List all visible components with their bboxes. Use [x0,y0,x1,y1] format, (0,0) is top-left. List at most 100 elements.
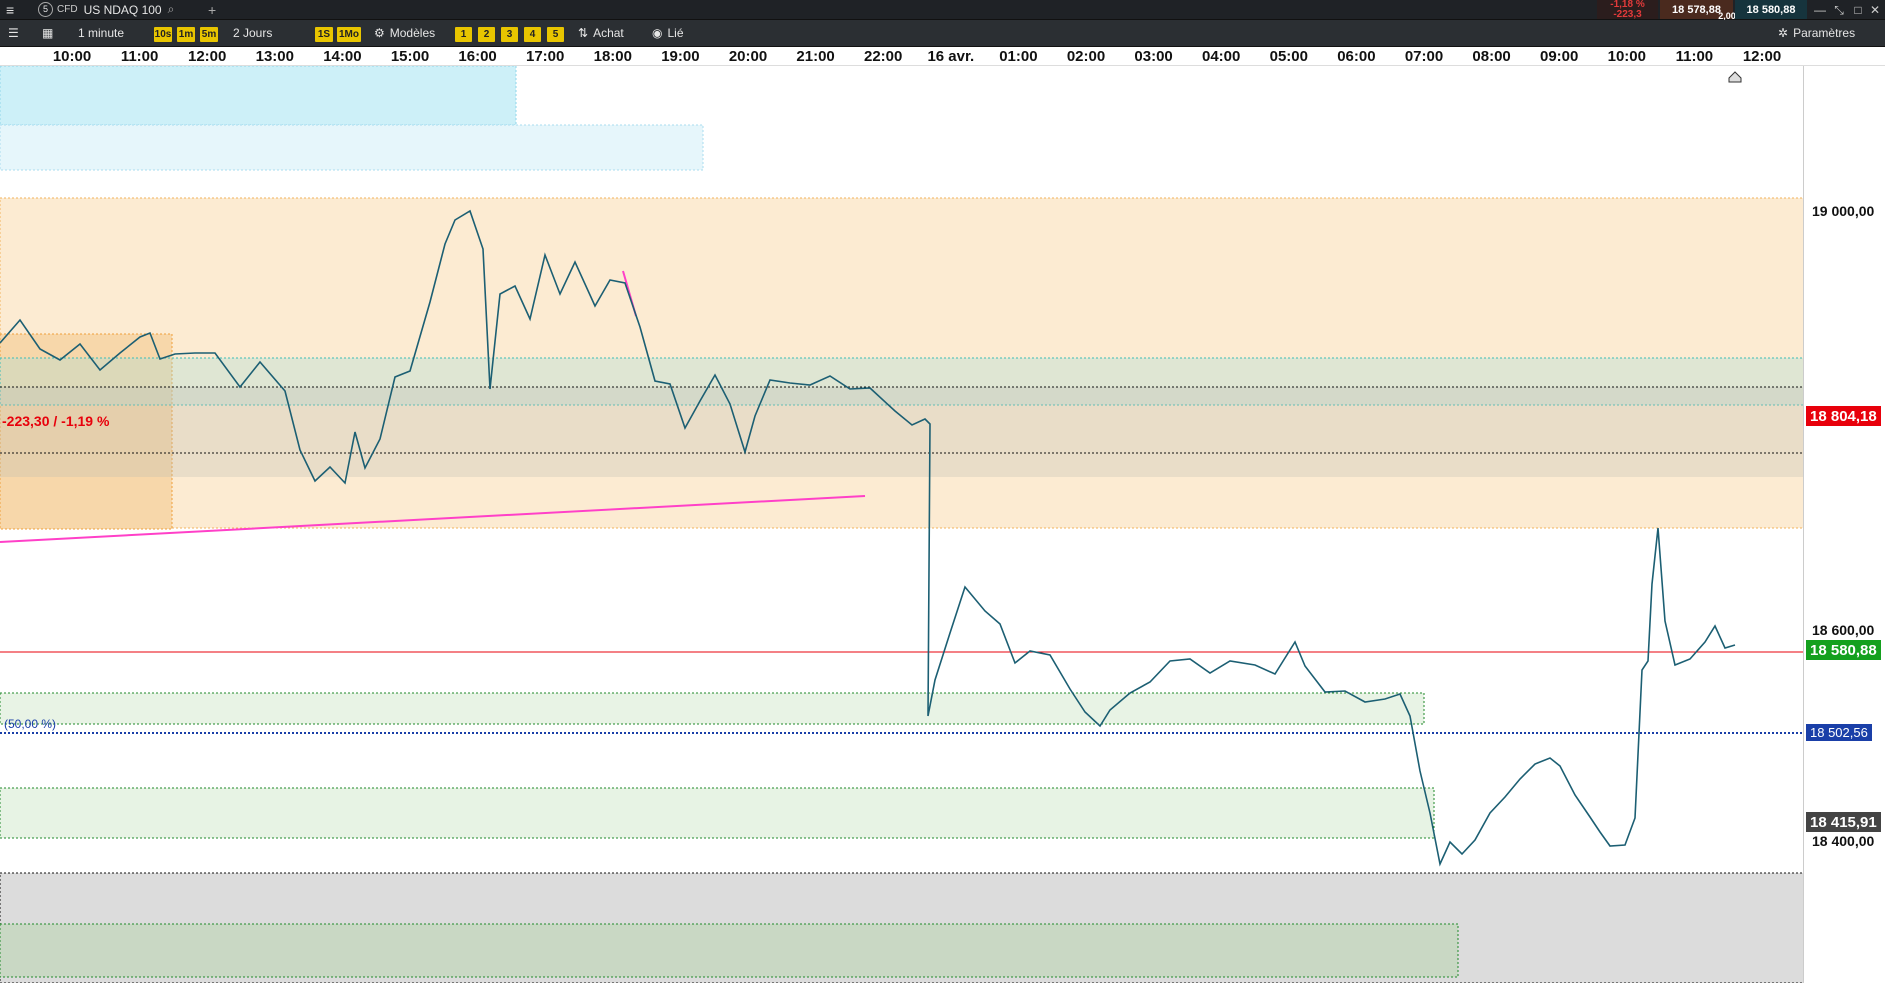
ask-button[interactable]: 18 580,88 [1735,0,1807,19]
layout-2[interactable]: 2 [478,27,495,42]
price-axis[interactable]: 19 000,00 18 600,00 18 400,00 18 804,18 … [1803,66,1885,983]
bid-price: 18 578,88 [1672,3,1721,16]
time-tick: 17:00 [526,48,565,65]
templates-button[interactable]: ⚙ Modèles [374,20,435,46]
spread-box: 2,00 [1712,11,1742,21]
settings-button[interactable]: ✲ Paramètres [1778,20,1855,46]
templates-icon: ⚙ [374,26,385,40]
eye-icon: ◉ [652,26,663,40]
layout-5[interactable]: 5 [547,27,564,42]
menu-icon[interactable]: ≡ [6,1,15,18]
interval-1m[interactable]: 1m [177,27,195,42]
time-tick: 08:00 [1472,48,1511,65]
time-tick: 13:00 [255,48,294,65]
time-tick: 01:00 [999,48,1038,65]
price-line [0,209,1736,867]
change-annotation: -223,30 / -1,19 % [2,413,110,429]
layout-icon[interactable]: ▦ [42,26,54,40]
zone-green-3 [0,923,1459,978]
price-label-18600: 18 600,00 [1812,622,1875,638]
time-tick: 15:00 [390,48,430,65]
chart-toolbar: ☰ ▦ 1 minute [0,20,1885,47]
ask-price: 18 580,88 [1746,3,1796,16]
fib-annotation: (50,00 %) [4,717,56,731]
time-axis[interactable]: 10:00 11:00 12:00 13:00 14:00 15:00 16:00 17:00… [0,47,1885,66]
time-tick: 11:00 [120,48,159,65]
zone-cyan-light [0,124,704,171]
linked-button[interactable]: ◉ Lié [652,20,684,46]
home-icon [1728,71,1742,83]
search-icon[interactable]: ⌕ [167,2,175,16]
time-tick: 18:00 [593,48,632,65]
interval-5m[interactable]: 5m [200,27,218,42]
time-tick: 05:00 [1269,48,1308,65]
bid-button[interactable]: 18 578,88 [1660,0,1733,19]
top-bar: ≡ 5 CFD US NDAQ 100 ⌕ + -1,18 % -223,3 1… [0,0,1885,21]
layout-3[interactable]: 3 [501,27,518,42]
time-tick: 16 avr. [927,48,975,65]
time-tick: 11:00 [1675,48,1714,65]
linked-label: Lié [667,26,684,40]
instrument-name: US NDAQ 100 [83,2,162,17]
zone-orange-left [0,333,173,530]
gear-icon: ✲ [1778,26,1789,40]
buy-button[interactable]: ⇅ Achat [578,20,624,46]
time-tick: 22:00 [864,48,903,65]
spread-value: 2,00 [1718,11,1736,21]
period-1mo[interactable]: 1Mo [337,27,361,42]
change-pct: -1,18 % [1610,0,1645,10]
time-tick: 06:00 [1337,48,1376,65]
trendline [0,495,866,543]
price-label-18400: 18 400,00 [1812,833,1875,849]
zone-green-1 [0,692,1425,725]
price-series [0,209,1736,867]
zone-teal-band [0,357,1805,406]
time-tick: 19:00 [661,48,700,65]
time-tick: 10:00 [52,48,92,65]
tag-18804: 18 804,18 [1806,406,1881,426]
chart-area[interactable]: -223,30 / -1,19 % (50,00 %) [0,65,1805,984]
period-1s[interactable]: 1S [315,27,333,42]
zone-green-2 [0,787,1435,839]
time-tick: 02:00 [1066,48,1106,65]
maximize-icon[interactable]: □ [1854,3,1862,17]
settings-label: Paramètres [1793,26,1856,40]
tag-fib: 18 502,56 [1806,724,1872,741]
interval-dropdown[interactable]: 1 minute [78,26,125,40]
time-tick: 09:00 [1540,48,1579,65]
instrument-selector[interactable]: 5 CFD US NDAQ 100 ⌕ [38,0,174,19]
list-icon[interactable]: ☰ [8,26,19,40]
templates-label: Modèles [389,26,436,40]
time-tick: 20:00 [728,48,768,65]
close-icon[interactable]: ✕ [1869,3,1881,17]
tag-18415: 18 415,91 [1806,812,1881,832]
instrument-badge-icon: 5 [38,2,53,17]
interval-10s[interactable]: 10s [154,27,172,42]
layout-1[interactable]: 1 [455,27,472,42]
price-label-19000: 19 000,00 [1812,203,1875,219]
buy-icon: ⇅ [578,26,589,40]
time-tick: 10:00 [1607,48,1646,65]
time-tick: 16:00 [458,48,497,65]
tag-current: 18 580,88 [1806,640,1881,660]
time-tick: 14:00 [323,48,362,65]
change-box: -1,18 % -223,3 [1597,0,1658,19]
detach-icon[interactable]: ⤡ [1834,2,1844,17]
change-val: -223,3 [1613,8,1642,20]
add-tab-icon[interactable]: + [208,1,217,18]
time-tick: 12:00 [1742,48,1782,65]
time-tick: 03:00 [1134,48,1173,65]
zone-orange-large [0,197,1805,529]
time-tick: 21:00 [796,48,835,65]
minimize-icon[interactable]: — [1814,3,1826,17]
zone-gray-band [0,387,1804,477]
period-dropdown[interactable]: 2 Jours [233,26,273,40]
zone-cyan-top [0,65,517,126]
time-tick: 12:00 [188,48,227,65]
time-tick: 04:00 [1202,48,1241,65]
time-tick: 07:00 [1404,48,1444,65]
layout-4[interactable]: 4 [524,27,541,42]
price-chart[interactable]: -223,30 / -1,19 % (50,00 %) [0,65,1805,984]
instrument-type: CFD [57,4,78,15]
buy-label: Achat [593,26,624,40]
